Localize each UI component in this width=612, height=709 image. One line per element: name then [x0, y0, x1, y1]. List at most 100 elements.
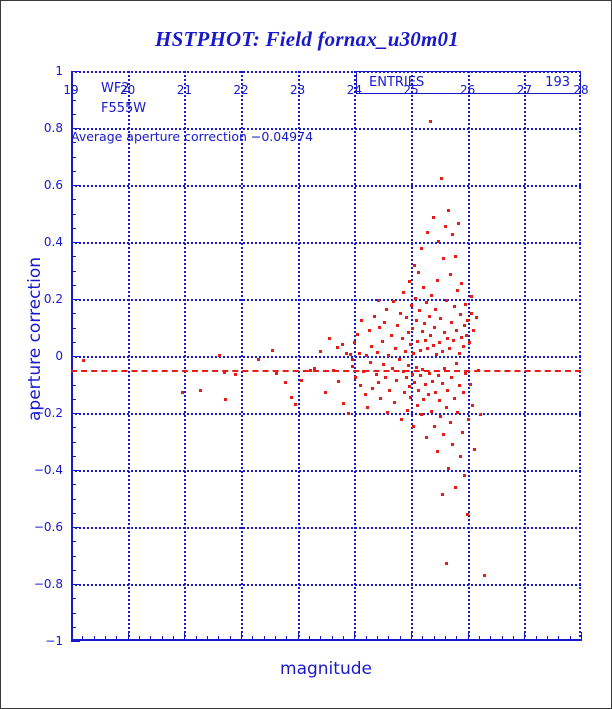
data-point [413, 381, 417, 385]
gridline-horizontal [71, 185, 581, 187]
data-point [402, 290, 406, 294]
data-point [454, 328, 458, 332]
data-point [383, 375, 387, 379]
y-tick-minor [71, 484, 76, 486]
data-point [419, 247, 423, 251]
data-point [289, 396, 293, 400]
data-point [432, 215, 436, 219]
x-tick-minor [139, 636, 140, 641]
data-point [461, 345, 465, 349]
data-point [466, 418, 470, 422]
data-point [421, 286, 425, 290]
y-tick-minor [71, 170, 76, 172]
y-tick-minor [71, 441, 76, 443]
data-point [444, 225, 447, 229]
y-tick-label: 0.8 [43, 121, 63, 135]
data-point [437, 239, 441, 243]
data-point [427, 393, 430, 397]
data-point [441, 256, 445, 260]
data-point [439, 415, 443, 419]
data-point [450, 233, 454, 237]
y-tick-major [71, 413, 80, 414]
data-point [446, 388, 450, 392]
x-tick-minor [331, 636, 333, 641]
data-point [418, 374, 422, 378]
data-point [449, 321, 453, 325]
data-point [407, 364, 411, 368]
data-point [380, 340, 384, 344]
data-point [442, 330, 446, 334]
data-point [420, 413, 424, 417]
y-tick-minor [71, 626, 76, 628]
data-point [395, 379, 399, 383]
data-point [421, 367, 425, 371]
data-point [440, 176, 444, 180]
annotation-filter: F555W [101, 101, 147, 116]
data-point [416, 340, 420, 344]
x-tick-minor [513, 636, 514, 641]
data-point [351, 364, 355, 368]
y-tick-minor [71, 398, 76, 400]
y-tick-minor [71, 213, 76, 215]
y-tick-label: −0.2 [33, 406, 63, 420]
x-tick-major [127, 632, 129, 641]
gridline-horizontal [71, 584, 581, 586]
data-point [82, 359, 86, 363]
data-point [224, 397, 228, 401]
data-point [472, 328, 476, 332]
data-point [434, 307, 438, 311]
data-point [420, 329, 424, 333]
data-point [410, 304, 413, 308]
data-point [428, 371, 432, 375]
data-point [369, 360, 373, 364]
x-tick-minor [547, 636, 548, 641]
data-point [408, 343, 412, 347]
x-tick-minor [422, 636, 424, 641]
data-point [447, 466, 451, 470]
data-point [461, 430, 464, 434]
data-point [482, 573, 486, 577]
data-point [466, 318, 470, 322]
data-point [336, 346, 340, 350]
data-point [476, 368, 480, 372]
y-tick-major [71, 584, 80, 585]
data-point [465, 513, 469, 517]
x-tick-label: 23 [290, 83, 306, 97]
x-tick-major [241, 632, 242, 641]
x-tick-minor [252, 636, 254, 641]
data-point [331, 369, 335, 373]
x-tick-minor [377, 636, 378, 641]
data-point [312, 366, 316, 370]
data-point [447, 347, 451, 351]
data-point [468, 382, 472, 386]
data-point [378, 325, 382, 329]
x-tick-minor [218, 636, 220, 641]
data-point [441, 493, 445, 497]
y-tick-minor [71, 612, 76, 614]
x-tick-minor [195, 636, 197, 641]
x-tick-minor [479, 636, 480, 641]
data-point [412, 263, 416, 267]
axis-right [579, 71, 581, 641]
data-point [471, 404, 475, 408]
data-point [479, 413, 483, 417]
data-point [319, 349, 323, 353]
data-point [435, 450, 439, 454]
y-tick-minor [71, 455, 76, 457]
y-tick-minor [71, 327, 76, 329]
data-point [406, 330, 410, 334]
y-tick-label: 0.2 [43, 292, 63, 306]
y-tick-minor [71, 142, 76, 144]
data-point [371, 386, 375, 390]
data-point [417, 308, 421, 312]
data-point [385, 307, 389, 311]
data-point [452, 305, 456, 309]
y-tick-minor [71, 541, 76, 543]
data-point [218, 353, 222, 357]
x-tick-minor [161, 636, 163, 641]
data-point [406, 408, 410, 412]
data-point [451, 339, 455, 343]
data-point [460, 282, 464, 286]
x-tick-major [524, 632, 526, 641]
data-point [455, 362, 459, 366]
